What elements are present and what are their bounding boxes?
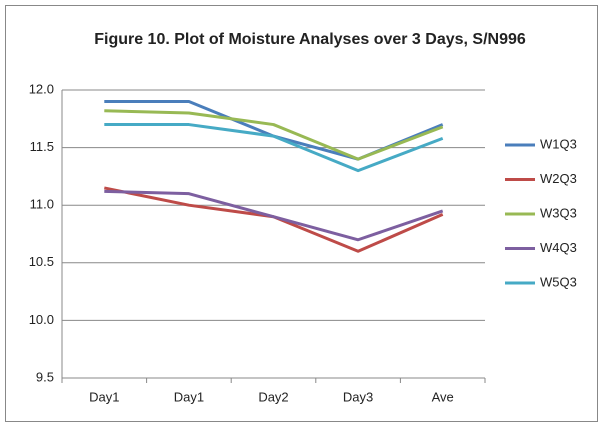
x-tick-label: Day1: [174, 389, 204, 404]
x-tick-label: Day1: [89, 389, 119, 404]
legend-label: W2Q3: [540, 171, 577, 186]
chart-title: Figure 10. Plot of Moisture Analyses ove…: [94, 31, 526, 48]
y-tick-label: 11.5: [30, 139, 54, 154]
y-tick-label: 10.5: [29, 254, 54, 269]
y-tick-label: 9.5: [36, 369, 54, 384]
x-tick-label: Day3: [343, 389, 373, 404]
series-line: [104, 109, 444, 161]
legend-label: W1Q3: [540, 136, 577, 151]
legend-label: W5Q3: [540, 274, 577, 289]
y-tick-label: 12.0: [29, 81, 54, 96]
x-tick-label: Ave: [432, 389, 454, 404]
y-tick-label: 11.0: [30, 197, 54, 212]
y-tick-label: 10.0: [29, 312, 54, 327]
series-line: [104, 123, 444, 173]
series-line: [104, 189, 444, 242]
legend-label: W3Q3: [540, 205, 577, 220]
legend-label: W4Q3: [540, 240, 577, 255]
x-tick-label: Day2: [258, 389, 288, 404]
chart-frame: [5, 5, 598, 422]
